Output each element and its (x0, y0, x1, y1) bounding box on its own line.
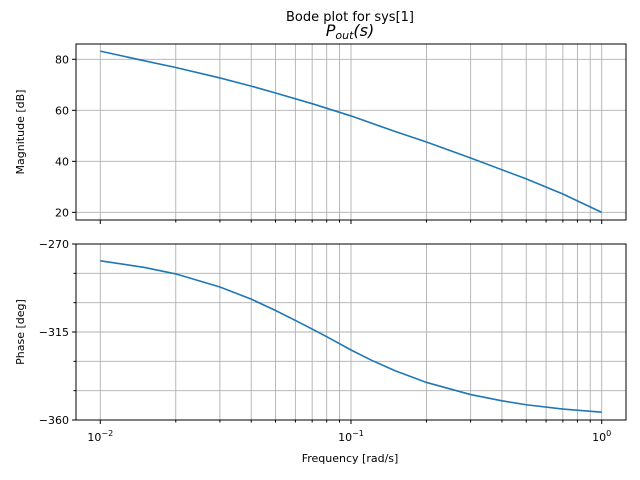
phase-ytick-label: −315 (39, 326, 69, 339)
frequency-xtick-label: 10−2 (87, 429, 113, 444)
magnitude-ytick-label: 20 (55, 206, 69, 219)
frequency-axis-label: Frequency [rad/s] (302, 452, 399, 465)
phase-ytick-label: −360 (39, 414, 69, 427)
frequency-xtick-label: 100 (592, 429, 611, 444)
phase-ytick-label: −270 (39, 238, 69, 251)
phase-axis-label: Phase [deg] (14, 299, 27, 365)
magnitude-curve (100, 50, 603, 214)
magnitude-ytick-label: 40 (55, 155, 69, 168)
frequency-xtick-label: 10−1 (338, 429, 364, 444)
magnitude-ytick-label: 80 (55, 53, 69, 66)
axes-subtitle: Pout(s) (326, 21, 375, 42)
phase-panel: −360 −315 −270 10−2 10−1 100 (39, 238, 627, 444)
magnitude-axis-label: Magnitude [dB] (14, 90, 27, 175)
phase-curve (100, 260, 602, 413)
figure-title: Bode plot for sys[1] (286, 10, 414, 25)
phase-axes-frame (75, 243, 627, 421)
magnitude-axes-frame (75, 43, 627, 221)
magnitude-panel: 20 40 60 80 (55, 43, 627, 224)
magnitude-ytick-label: 60 (55, 104, 69, 117)
